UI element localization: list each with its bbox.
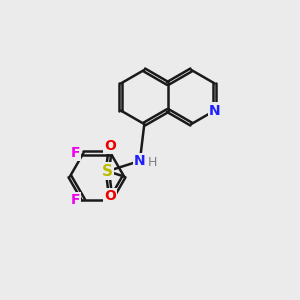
Text: F: F	[70, 146, 80, 160]
Text: O: O	[104, 189, 116, 203]
Text: N: N	[209, 103, 220, 118]
Text: N: N	[134, 154, 146, 168]
Text: O: O	[104, 139, 116, 153]
Text: F: F	[70, 193, 80, 207]
Text: H: H	[148, 156, 157, 169]
Text: S: S	[102, 164, 113, 179]
